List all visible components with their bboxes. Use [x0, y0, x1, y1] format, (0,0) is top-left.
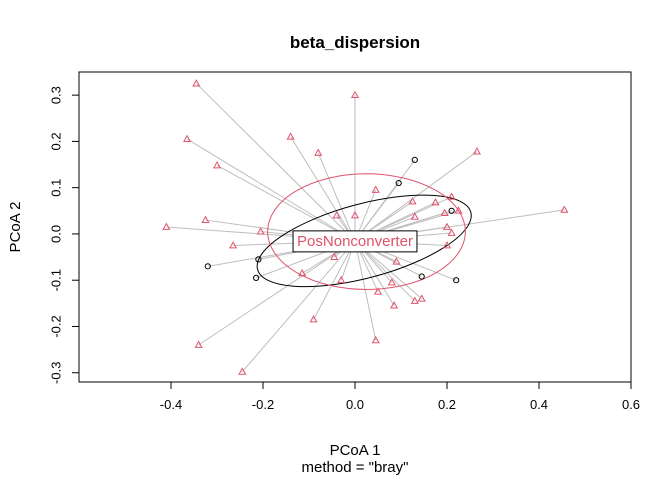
- triangle-point: [371, 185, 380, 193]
- spider-segment: [354, 151, 478, 242]
- y-axis-label: PCoA 2: [7, 202, 24, 253]
- spider-segments: [166, 83, 565, 373]
- triangle-point: [390, 301, 399, 309]
- y-tick-label: -0.2: [48, 315, 63, 337]
- triangle-group-ellipse: [267, 173, 466, 290]
- x-tick-label: 0.0: [346, 397, 364, 412]
- spider-segment: [354, 240, 377, 341]
- x-axis-sublabel: method = "bray": [302, 459, 409, 476]
- spider-segment: [317, 152, 356, 242]
- circle-point: [418, 273, 425, 280]
- triangle-point: [440, 208, 449, 216]
- x-axis: -0.4 -0.2 0.0 0.2 0.4 0.6: [160, 381, 640, 412]
- circle-point: [395, 179, 402, 187]
- triangle-point: [410, 296, 419, 304]
- centroid-label-box: [292, 230, 418, 253]
- x-tick-label: 0.4: [530, 397, 548, 412]
- triangle-point: [350, 211, 360, 219]
- triangle-point: [410, 212, 419, 220]
- triangle-point: [192, 79, 201, 87]
- y-tick-label: 0.3: [48, 86, 63, 104]
- x-tick-label: 0.6: [622, 397, 640, 412]
- triangle-point: [431, 198, 440, 206]
- y-tick-label: 0.1: [48, 179, 63, 197]
- y-tick-label: 0.0: [48, 225, 63, 243]
- y-tick-label: 0.2: [48, 132, 63, 150]
- triangle-point: [162, 222, 171, 230]
- spider-segment: [313, 240, 356, 320]
- triangle-point: [442, 241, 452, 249]
- x-tick-label: -0.4: [160, 397, 182, 412]
- sample-points: [162, 79, 569, 375]
- circle-point: [204, 263, 211, 270]
- x-tick-label: -0.2: [252, 397, 274, 412]
- triangle-point: [314, 148, 323, 156]
- triangle-point: [454, 206, 463, 214]
- x-axis-label: PCoA 1: [330, 442, 381, 459]
- triangle-point: [392, 257, 401, 265]
- triangle-point: [417, 294, 426, 302]
- triangle-point: [337, 275, 346, 284]
- spider-segment: [290, 136, 356, 242]
- triangle-point: [229, 241, 238, 249]
- spider-segment: [241, 240, 356, 373]
- spider-segment: [198, 240, 356, 346]
- triangle-point: [194, 340, 203, 348]
- triangle-point: [371, 335, 380, 344]
- circle-point: [253, 274, 260, 281]
- circle-point: [411, 156, 418, 164]
- circle-group-ellipse: [256, 194, 472, 288]
- triangle-point: [408, 197, 417, 205]
- circle-point: [448, 207, 455, 214]
- spider-segment: [216, 165, 356, 242]
- centroid-label: PosNonconverter: [297, 233, 413, 250]
- triangle-point: [201, 215, 210, 223]
- triangle-point: [373, 287, 383, 295]
- triangle-point: [332, 211, 341, 219]
- triangle-point: [286, 132, 295, 140]
- triangle-point: [447, 192, 456, 200]
- triangle-point: [212, 161, 222, 169]
- triangle-point: [472, 147, 481, 155]
- circle-point: [255, 256, 262, 263]
- triangle-point: [256, 227, 265, 235]
- triangle-point: [442, 222, 452, 230]
- y-tick-label: -0.3: [48, 362, 63, 384]
- triangle-point: [560, 205, 569, 213]
- spider-segment: [186, 138, 356, 242]
- dispersion-ellipses: [256, 173, 472, 290]
- y-tick-label: -0.1: [48, 269, 63, 291]
- triangle-point: [309, 315, 318, 323]
- circle-point: [453, 277, 460, 284]
- triangle-point: [238, 367, 247, 375]
- x-tick-label: 0.2: [438, 397, 456, 412]
- group-centroid: PosNonconverter: [292, 230, 418, 253]
- triangle-point: [447, 228, 456, 236]
- spider-segment: [195, 83, 356, 242]
- triangle-point: [387, 278, 396, 286]
- y-axis: -0.3 -0.2 -0.1 0.0 0.1 0.2 0.3: [48, 86, 80, 384]
- triangle-point: [350, 90, 360, 99]
- chart-title: beta_dispersion: [290, 33, 420, 52]
- triangle-point: [183, 134, 192, 142]
- triangle-point: [298, 268, 307, 277]
- triangle-point: [330, 252, 339, 260]
